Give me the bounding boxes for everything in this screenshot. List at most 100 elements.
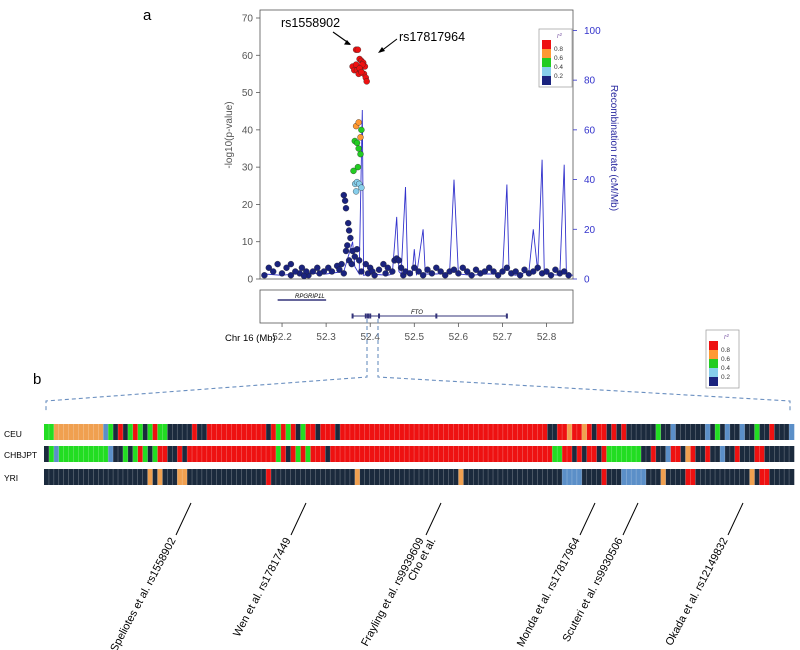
legend-swatch bbox=[709, 359, 718, 368]
heatmap-cell bbox=[335, 424, 341, 440]
heatmap-cell bbox=[423, 469, 430, 485]
heatmap-cell bbox=[685, 424, 691, 440]
heatmap-cell bbox=[670, 424, 676, 440]
heatmap-cell bbox=[419, 469, 425, 485]
heatmap-cell bbox=[53, 469, 60, 485]
citation-leaders bbox=[175, 502, 744, 536]
heatmap-cell bbox=[493, 469, 499, 485]
heatmap-cell bbox=[616, 446, 622, 462]
data-point bbox=[543, 268, 550, 275]
legend-swatch bbox=[709, 350, 718, 359]
heatmap-cell bbox=[488, 446, 494, 462]
heatmap-cell bbox=[122, 446, 129, 462]
heatmap-cell bbox=[167, 469, 173, 485]
heatmap-cell bbox=[359, 469, 366, 485]
heatmap-cell bbox=[690, 424, 696, 440]
data-point bbox=[274, 260, 281, 268]
heatmap-cell bbox=[132, 446, 139, 462]
heatmap-cell bbox=[359, 424, 366, 440]
x-axis-label: Chr 16 (Mb) bbox=[225, 333, 276, 344]
heatmap-cell bbox=[601, 446, 607, 462]
y-tick-label: 40 bbox=[242, 125, 254, 136]
heatmap-cell bbox=[147, 469, 153, 485]
heatmap-cell bbox=[764, 446, 770, 462]
heatmap-cell bbox=[236, 446, 242, 462]
heatmap-cell bbox=[700, 446, 706, 462]
heatmap-cell bbox=[58, 424, 65, 440]
legend-title: r² bbox=[724, 334, 729, 341]
heatmap-cell bbox=[448, 446, 454, 462]
heatmap-cell bbox=[547, 424, 553, 440]
data-point bbox=[354, 163, 362, 171]
heatmap-cell bbox=[340, 424, 346, 440]
data-point bbox=[433, 264, 440, 271]
heatmap-cell bbox=[68, 446, 74, 462]
heatmap-cell bbox=[443, 469, 449, 485]
heatmap-cell bbox=[542, 469, 548, 485]
heatmap-cell bbox=[537, 446, 543, 462]
y2-tick-label: 0 bbox=[584, 275, 590, 286]
ld-heatmap bbox=[44, 424, 795, 485]
heatmap-cell bbox=[172, 446, 178, 462]
heatmap-cell bbox=[453, 446, 459, 462]
heatmap-cell bbox=[715, 424, 721, 440]
heatmap-cell bbox=[270, 446, 277, 462]
heatmap-cell bbox=[285, 424, 292, 440]
legend-swatch bbox=[542, 49, 551, 58]
gene-label-fto: FTO bbox=[411, 310, 423, 316]
heatmap-cell bbox=[266, 469, 272, 485]
data-point bbox=[389, 268, 396, 275]
heatmap-cell bbox=[695, 446, 701, 462]
heatmap-cell bbox=[177, 469, 183, 485]
heatmap-cell bbox=[305, 446, 311, 462]
heatmap-cell bbox=[645, 446, 652, 462]
heatmap-cell bbox=[705, 446, 711, 462]
heatmap-cell bbox=[310, 446, 316, 462]
heatmap-cell bbox=[458, 469, 464, 485]
heatmap-cell bbox=[98, 469, 104, 485]
heatmap-cell bbox=[428, 446, 435, 462]
heatmap-cell bbox=[290, 424, 296, 440]
gene-exon bbox=[435, 313, 438, 319]
heatmap-cell bbox=[645, 424, 652, 440]
heatmap-cell bbox=[749, 446, 755, 462]
heatmap-cell bbox=[488, 424, 494, 440]
heatmap-cell bbox=[670, 446, 676, 462]
heatmap-cell bbox=[724, 424, 731, 440]
heatmap-cell bbox=[463, 469, 469, 485]
heatmap-cell bbox=[685, 469, 691, 485]
heatmap-cell bbox=[290, 446, 296, 462]
heatmap-cell bbox=[507, 424, 514, 440]
heatmap-cell bbox=[196, 424, 203, 440]
annotation-rs17817964: rs17817964 bbox=[399, 30, 465, 44]
heatmap-cell bbox=[754, 469, 760, 485]
data-point bbox=[345, 227, 353, 234]
heatmap-cell bbox=[354, 424, 361, 440]
heatmap-cell bbox=[680, 446, 686, 462]
heatmap-cell bbox=[557, 469, 563, 485]
legend-label: 0.8 bbox=[721, 347, 730, 354]
heatmap-cell bbox=[715, 446, 721, 462]
heatmap-cell bbox=[774, 446, 780, 462]
heatmap-cell bbox=[453, 469, 459, 485]
heatmap-cell bbox=[137, 446, 143, 462]
heatmap-cell bbox=[473, 424, 479, 440]
y-tick-label: 50 bbox=[242, 88, 254, 99]
heatmap-cell bbox=[280, 469, 287, 485]
heatmap-cell bbox=[616, 424, 622, 440]
heatmap-cell bbox=[739, 469, 745, 485]
heatmap-cell bbox=[660, 469, 667, 485]
heatmap-cell bbox=[280, 446, 287, 462]
panel-a-label: a bbox=[143, 7, 152, 24]
heatmap-cell bbox=[246, 424, 252, 440]
heatmap-cell bbox=[719, 424, 726, 440]
data-point bbox=[358, 184, 365, 191]
heatmap-cell bbox=[596, 424, 602, 440]
heatmap-cell bbox=[394, 469, 400, 485]
heatmap-cell bbox=[458, 424, 464, 440]
data-point bbox=[355, 119, 362, 126]
heatmap-cell bbox=[108, 446, 114, 462]
heatmap-cell bbox=[483, 424, 489, 440]
heatmap-cell bbox=[310, 469, 316, 485]
data-point bbox=[342, 247, 350, 255]
